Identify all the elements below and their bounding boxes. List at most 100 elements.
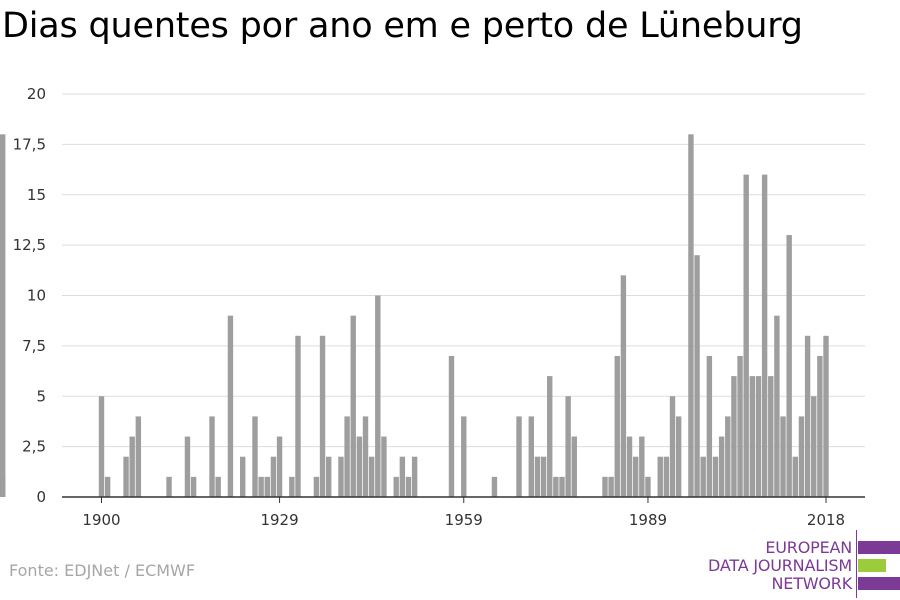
bar [240,456,246,497]
bar [780,416,786,497]
bar [718,436,725,497]
bar [491,476,498,497]
bar [405,476,412,497]
bar [608,476,614,497]
y-tick-label: 10 [27,287,46,305]
bar [559,476,565,497]
y-tick-label: 12,5 [13,236,46,254]
logo-purple-bar-bottom [858,577,900,590]
bar [774,315,780,497]
gridlines [62,93,865,448]
bar [393,476,399,497]
bar [804,335,811,497]
bar [755,376,762,497]
bar [706,355,713,497]
bar [209,416,215,497]
bar [356,436,363,497]
bar [620,275,627,497]
bar [375,295,381,497]
bar [461,416,467,497]
bar [381,436,387,497]
logo-line-3: NETWORK [771,574,853,593]
y-tick-label: 0 [36,488,46,506]
bar [565,396,571,497]
y-tick-label: 17,5 [13,135,46,153]
bar [258,476,264,497]
x-tick-label: 1989 [629,511,667,529]
bars [0,134,829,498]
bar [694,255,700,497]
bar [448,355,455,497]
bar [669,396,676,497]
bar [252,416,258,497]
bar [614,355,620,497]
bar [350,315,356,497]
source-note: Fonte: EDJNet / ECMWF [9,561,196,580]
x-tick-label: 2018 [807,511,845,529]
bar [190,476,197,497]
bar [547,376,553,497]
bar [344,416,350,497]
bar [399,456,406,497]
bar [98,396,105,497]
bar [817,355,823,497]
bar [737,355,743,497]
bar [749,376,756,497]
bar [743,174,749,497]
bar [675,416,682,497]
bar [639,436,645,497]
x-tick-label: 1900 [82,511,120,529]
bar [104,476,111,497]
bar [823,335,829,497]
bar [289,476,295,497]
bar [362,416,369,497]
y-tick-label: 5 [36,387,46,405]
bar [123,456,129,497]
logo-line-1: EUROPEAN [765,538,852,557]
bar [768,376,774,497]
y-tick-label: 2,5 [22,438,46,456]
y-tick-label: 7,5 [22,337,46,355]
bar [792,456,799,497]
bar [516,416,522,497]
logo-divider [856,530,857,598]
bar [528,416,534,497]
bar [276,436,283,497]
bar [319,335,326,497]
bar [411,456,418,497]
bar [270,456,277,497]
bar [338,456,344,497]
bar [264,476,270,497]
logo-green-bar [858,559,886,572]
bar [811,396,817,497]
bar [688,134,694,498]
bar [725,416,731,497]
y-axis-tick-labels: 0 2,5 5 7,5 10 12,5 15 17,5 20 [13,85,46,506]
bar [227,315,234,497]
bar [761,174,768,497]
bar [184,436,191,497]
bar [368,456,375,497]
chart-title: Dias quentes por ano em e perto de Lüneb… [2,6,803,46]
x-axis-tick-labels: 1900 1929 1959 1989 2018 [82,497,845,529]
bar [731,376,737,497]
logo-purple-bar-top [858,541,900,554]
x-tick-label: 1929 [260,511,298,529]
bar [135,416,142,497]
bar [602,476,608,497]
bar [571,436,577,497]
bar [215,476,221,497]
bar [626,436,633,497]
bar [663,456,670,497]
bar [798,416,805,497]
bar [534,456,541,497]
bar [700,456,706,497]
bar [313,476,320,497]
bar [657,456,663,497]
x-tick-label: 1959 [445,511,483,529]
bar [712,456,719,497]
edjnet-logo: EUROPEAN DATA JOURNALISM NETWORK [700,530,900,598]
bar [632,456,639,497]
bar [553,476,559,497]
